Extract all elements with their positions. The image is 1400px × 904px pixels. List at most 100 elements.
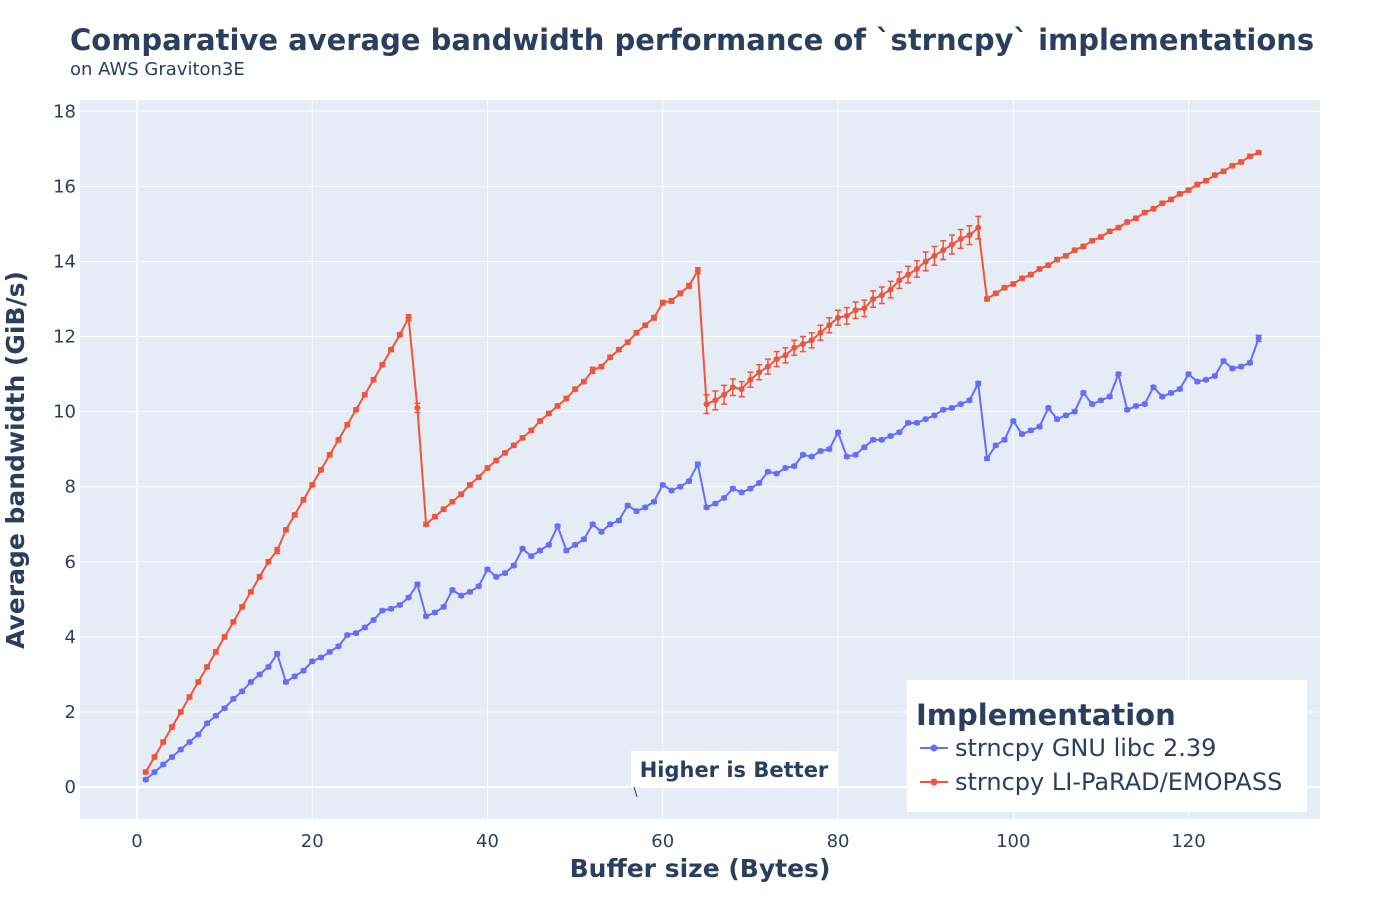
x-tick-label: 80: [827, 831, 850, 852]
data-point: [572, 541, 579, 548]
data-point: [1132, 215, 1139, 222]
x-tick-label: 40: [476, 831, 499, 852]
data-point: [922, 258, 929, 265]
data-point: [712, 500, 719, 507]
data-point: [423, 613, 430, 620]
data-point: [878, 292, 885, 299]
data-point: [177, 708, 184, 715]
data-point: [326, 648, 333, 655]
data-point: [905, 419, 912, 426]
data-point: [1141, 209, 1148, 216]
y-tick-label: 6: [65, 552, 76, 573]
legend-item-glibc[interactable]: strncpy GNU libc 2.39: [920, 734, 1216, 762]
data-point: [204, 720, 211, 727]
data-point: [607, 521, 614, 528]
data-point: [344, 632, 351, 639]
data-point: [589, 367, 596, 374]
data-point: [992, 442, 999, 449]
data-point: [756, 479, 763, 486]
data-point: [650, 498, 657, 505]
data-point: [388, 346, 395, 353]
data-point: [607, 354, 614, 361]
data-point: [466, 481, 473, 488]
data-point: [502, 570, 509, 577]
data-point: [388, 605, 395, 612]
data-point: [633, 508, 640, 515]
series-layer: [142, 149, 1262, 783]
data-point: [913, 265, 920, 272]
data-point: [896, 277, 903, 284]
data-point: [721, 391, 728, 398]
data-point: [230, 618, 237, 625]
data-point: [826, 446, 833, 453]
data-point: [580, 536, 587, 543]
data-point: [466, 588, 473, 595]
data-point: [1124, 219, 1131, 226]
data-point: [256, 671, 263, 678]
data-point: [484, 464, 491, 471]
data-point: [843, 453, 850, 460]
data-point: [694, 267, 701, 274]
y-tick-label: 14: [53, 251, 76, 272]
data-point: [1238, 158, 1245, 165]
data-point: [659, 299, 666, 306]
data-point: [870, 436, 877, 443]
data-point: [1106, 228, 1113, 235]
data-point: [1062, 252, 1069, 259]
data-point: [747, 485, 754, 492]
data-point: [519, 545, 526, 552]
data-point: [1097, 397, 1104, 404]
data-point: [957, 401, 964, 408]
data-point: [370, 617, 377, 624]
chart-subtitle: on AWS Graviton3E: [70, 59, 245, 80]
data-point: [1229, 365, 1236, 372]
data-point: [694, 461, 701, 468]
data-point: [782, 464, 789, 471]
data-point: [563, 547, 570, 554]
data-point: [1159, 200, 1166, 207]
data-point: [537, 418, 544, 425]
data-point: [563, 395, 570, 402]
data-point: [1211, 172, 1218, 179]
y-tick-label: 2: [65, 702, 76, 723]
data-point: [1132, 402, 1139, 409]
x-tick-label: 100: [996, 831, 1030, 852]
grid: [80, 100, 1320, 819]
data-point: [440, 603, 447, 610]
data-point: [799, 451, 806, 458]
legend-label-lipared: strncpy LI-PaRAD/EMOPASS: [955, 768, 1282, 796]
data-point: [326, 451, 333, 458]
data-point: [940, 406, 947, 413]
data-point: [773, 356, 780, 363]
data-point: [274, 650, 281, 657]
data-point: [195, 731, 202, 738]
data-point: [1036, 265, 1043, 272]
data-point: [948, 404, 955, 411]
data-point: [545, 541, 552, 548]
data-point: [1185, 187, 1192, 194]
data-point: [703, 401, 710, 408]
data-point: [440, 506, 447, 513]
data-point: [239, 688, 246, 695]
legend-item-lipared[interactable]: strncpy LI-PaRAD/EMOPASS: [920, 768, 1282, 796]
data-point: [405, 594, 412, 601]
data-point: [282, 526, 289, 533]
data-point: [905, 271, 912, 278]
data-point: [379, 361, 386, 368]
data-point: [282, 678, 289, 685]
data-point: [142, 776, 149, 783]
legend-label-glibc: strncpy GNU libc 2.39: [955, 734, 1216, 762]
data-point: [1027, 271, 1034, 278]
data-point: [1194, 181, 1201, 188]
data-point: [1054, 256, 1061, 263]
data-point: [1203, 376, 1210, 383]
data-point: [686, 282, 693, 289]
data-point: [1159, 393, 1166, 400]
data-point: [1106, 393, 1113, 400]
data-point: [475, 474, 482, 481]
data-point: [712, 397, 719, 404]
series-1: [142, 149, 1262, 776]
data-point: [1045, 404, 1052, 411]
data-point: [396, 331, 403, 338]
